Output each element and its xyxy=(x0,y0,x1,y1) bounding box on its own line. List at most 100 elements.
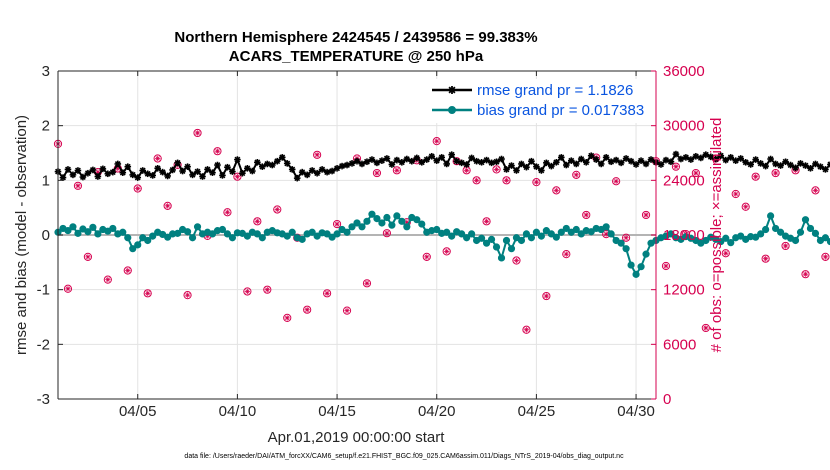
rmse-point xyxy=(702,151,710,158)
bias-point xyxy=(717,237,725,246)
bias-point xyxy=(791,236,800,245)
rmse-point xyxy=(283,160,291,167)
x-tick-label: 04/30 xyxy=(617,403,655,420)
obs-assimilated-point xyxy=(613,178,619,184)
rmse-point xyxy=(528,157,535,165)
rmse-point xyxy=(433,157,441,164)
obs-assimilated-point xyxy=(523,327,530,333)
obs-possible-point xyxy=(183,291,192,300)
obs-assimilated-point xyxy=(583,212,589,218)
x-tick-label: 04/15 xyxy=(318,403,356,420)
obs-possible-point xyxy=(213,147,222,156)
rmse-point xyxy=(672,150,680,158)
obs-assimilated-point xyxy=(493,166,500,172)
obs-possible-point xyxy=(83,252,93,261)
rmse-point xyxy=(662,156,670,164)
bias-point xyxy=(433,225,441,234)
chart-subtitle: ACARS_TEMPERATURE @ 250 hPa xyxy=(229,48,484,65)
rmse-point xyxy=(278,154,286,161)
obs-possible-point xyxy=(342,306,352,315)
rmse-point xyxy=(538,167,545,174)
rmse-point xyxy=(209,169,216,176)
obs-possible-point xyxy=(741,202,750,211)
y-tick-label: 3 xyxy=(42,63,50,80)
rmse-point xyxy=(493,158,500,166)
bias-point xyxy=(622,245,630,253)
bias-point xyxy=(542,227,550,235)
rmse-point xyxy=(109,168,117,176)
obs-possible-point xyxy=(382,229,391,238)
rmse-point xyxy=(84,169,92,177)
obs-assimilated-point xyxy=(723,250,729,256)
obs-possible-point xyxy=(332,219,342,229)
bias-point xyxy=(353,219,361,227)
rmse-point xyxy=(214,161,221,169)
rmse-point xyxy=(114,160,122,168)
rmse-point xyxy=(548,162,555,170)
y-tick-label: -2 xyxy=(37,336,50,353)
rmse-point xyxy=(682,154,690,161)
obs-possible-point xyxy=(761,254,770,263)
bias-point xyxy=(403,223,411,231)
y-right-tick-label: 18000 xyxy=(663,227,705,244)
rmse-point xyxy=(553,158,560,166)
bias-point xyxy=(174,229,182,237)
bias-series xyxy=(54,210,830,278)
y-right-tick-label: 12000 xyxy=(663,282,705,299)
obs-possible-point xyxy=(701,323,710,333)
legend: rmse grand pr = 1.1826 bias grand pr = 0… xyxy=(427,79,651,123)
obs-possible-point xyxy=(502,176,511,185)
obs-assimilated-point xyxy=(753,174,759,180)
rmse-point xyxy=(323,168,331,176)
rmse-point xyxy=(124,163,132,170)
bias-point xyxy=(398,217,406,225)
rmse-point xyxy=(59,174,67,181)
y-right-tick-label: 36000 xyxy=(663,63,705,80)
bias-point xyxy=(183,228,192,236)
obs-assimilated-point xyxy=(394,167,400,173)
rmse-point xyxy=(64,166,72,173)
bias-point xyxy=(487,235,496,243)
rmse-point xyxy=(383,155,391,162)
chart-title: Northern Hemisphere 2424545 / 2439586 = … xyxy=(174,29,537,46)
rmse-point xyxy=(408,157,416,165)
bias-point xyxy=(552,233,560,241)
rmse-point xyxy=(89,166,97,174)
rmse-point xyxy=(234,156,241,163)
rmse-point xyxy=(762,162,769,170)
rmse-point xyxy=(134,174,142,181)
obs-assimilated-point xyxy=(543,293,549,299)
obs-assimilated-point xyxy=(314,152,320,158)
rmse-point xyxy=(822,166,829,173)
legend-bias-label: bias grand pr = 0.017383 xyxy=(477,102,644,119)
y-right-tick-label: 24000 xyxy=(663,172,705,189)
obs-possible-point xyxy=(492,165,501,174)
obs-assimilated-point xyxy=(434,138,440,144)
bias-point xyxy=(363,217,371,225)
obs-assimilated-point xyxy=(135,185,141,192)
rmse-point xyxy=(563,161,570,169)
bias-point xyxy=(562,224,570,233)
bias-point xyxy=(443,228,451,236)
obs-assimilated-point xyxy=(573,172,579,178)
obs-assimilated-point xyxy=(553,187,559,193)
obs-assimilated-point xyxy=(364,280,370,286)
rmse-point xyxy=(577,155,585,163)
bias-point xyxy=(727,239,735,247)
rmse-point xyxy=(607,158,615,166)
rmse-point xyxy=(154,165,161,172)
obs-assimilated-point xyxy=(304,307,310,313)
obs-possible-point xyxy=(661,261,671,271)
rmse-point xyxy=(298,168,306,176)
bias-point xyxy=(762,225,770,234)
bias-point xyxy=(193,223,202,231)
obs-assimilated-point xyxy=(264,287,270,293)
obs-possible-point xyxy=(562,250,571,259)
bias-point xyxy=(328,233,336,241)
bias-point xyxy=(801,216,810,224)
bias-point xyxy=(393,212,401,220)
bias-point xyxy=(368,210,376,218)
rmse-point xyxy=(259,163,266,170)
bias-point xyxy=(94,230,102,238)
